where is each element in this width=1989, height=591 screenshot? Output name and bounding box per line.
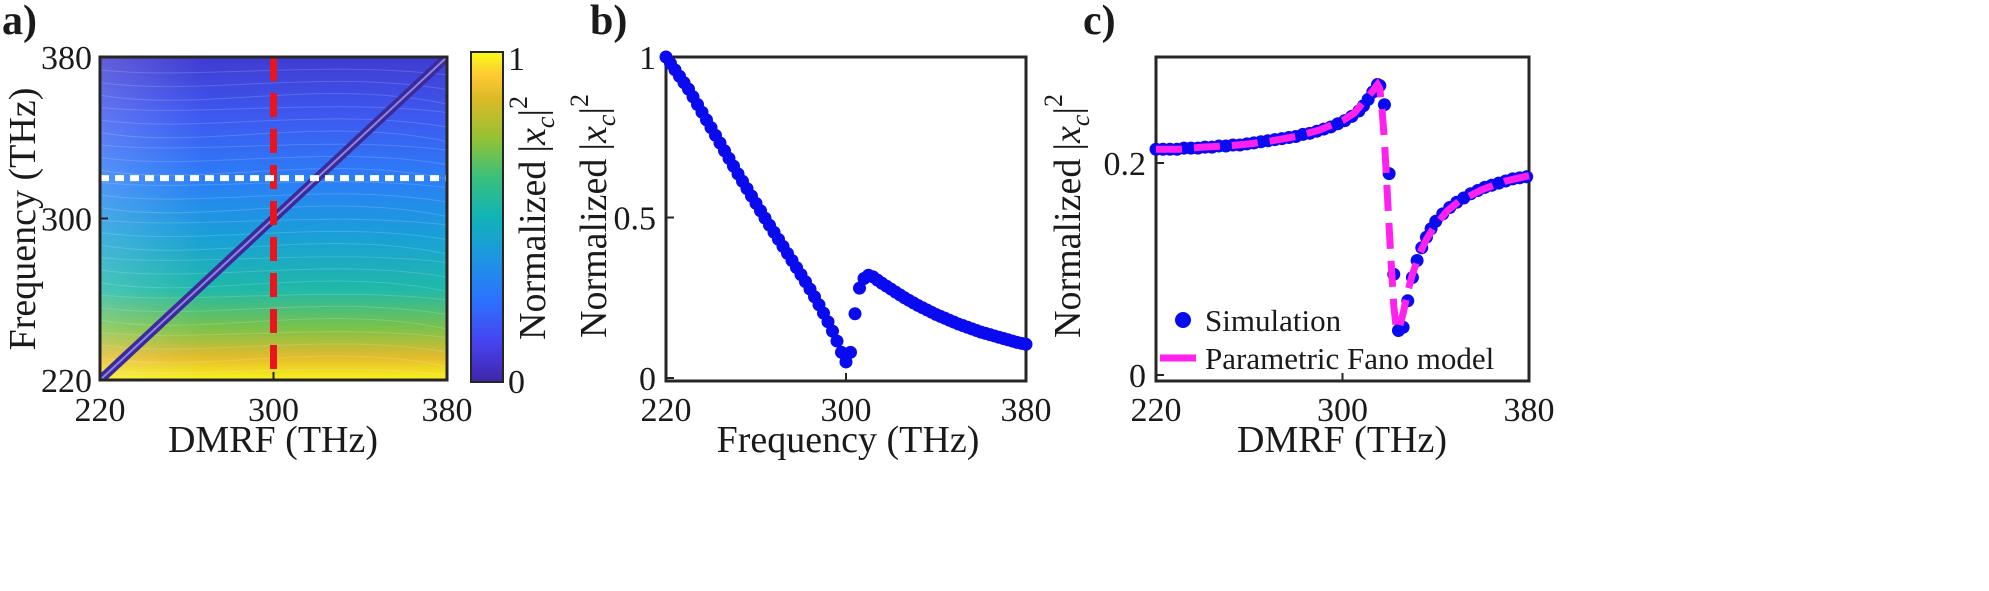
spectrum-point — [826, 324, 839, 338]
heatmap-xlabel: DMRF (THz) — [168, 419, 378, 461]
heatmap-xtick-label: 220 — [75, 392, 126, 429]
fano-ticks: 220 300 380 0 0.2 — [1104, 146, 1555, 429]
spectrum-point — [853, 281, 866, 295]
legend-simulation-label: Simulation — [1205, 303, 1342, 338]
contour-line — [100, 118, 447, 128]
panel-label-c: c) — [1083, 0, 1116, 44]
contour-line — [100, 143, 447, 151]
contour-line — [100, 268, 447, 278]
spectrum-point — [848, 307, 862, 321]
heatmap-ticks: 220 300 380 220 300 380 — [41, 40, 473, 429]
fano-ytick-label: 0 — [1129, 358, 1146, 395]
heatmap-ytick-label: 380 — [41, 40, 92, 77]
contour-line — [100, 205, 447, 217]
fano-ytick-label: 0.2 — [1104, 146, 1147, 183]
contour-line — [100, 130, 447, 142]
contour-line — [100, 243, 447, 255]
spectrum-panel: 220 300 380 0 0.5 1 Frequency (THz) Normalize… — [565, 40, 1052, 461]
panel-label-b: b) — [590, 0, 627, 44]
spectrum-point — [839, 355, 853, 369]
contour-line — [100, 193, 447, 203]
fano-xtick-label: 300 — [1317, 392, 1368, 429]
contour-line — [100, 293, 447, 301]
fano-xlabel: DMRF (THz) — [1237, 419, 1447, 461]
fano-xtick-label: 220 — [1131, 392, 1182, 429]
contour-line — [100, 93, 447, 105]
fano-panel: 220 300 380 0 0.2 DMRF (THz) Normalized|xc|2… — [1039, 55, 1555, 461]
fano-legend: Simulation Parametric Fano model — [1160, 303, 1494, 376]
spectrum-ytick-label: 0.5 — [614, 201, 657, 238]
fano-model-line — [1156, 78, 1530, 340]
contour-line — [100, 381, 447, 389]
contour-line — [100, 343, 447, 353]
contour-line — [100, 168, 447, 180]
contour-line — [100, 318, 447, 330]
contour-line — [100, 181, 447, 188]
contour-line — [100, 218, 447, 226]
contour-line — [100, 80, 447, 90]
heatmap-contours — [100, 68, 447, 389]
contour-line — [100, 256, 447, 263]
contour-line — [100, 331, 447, 338]
spectrum-points — [659, 50, 1033, 369]
heatmap-xtick-label: 300 — [248, 392, 299, 429]
spectrum-xtick-label: 300 — [821, 392, 872, 429]
contour-line — [100, 68, 447, 76]
spectrum-point — [844, 345, 857, 359]
fano-frame — [1154, 55, 1531, 383]
spectrum-point — [830, 334, 844, 348]
fano-ylabel: Normalized|xc|2 — [1039, 94, 1095, 338]
heatmap-ytick-label: 220 — [41, 363, 92, 400]
panel-label-a: a) — [2, 0, 37, 44]
contour-line — [100, 155, 447, 165]
heatmap-xtick-label: 380 — [422, 392, 473, 429]
heatmap-ylabel: Frequency (THz) — [2, 88, 44, 351]
contour-line — [100, 305, 447, 315]
legend-fano-label: Parametric Fano model — [1205, 341, 1494, 376]
spectrum-ticks: 220 300 380 0 0.5 1 — [614, 40, 1052, 429]
spectrum-point — [835, 345, 848, 359]
legend-simulation-marker — [1175, 312, 1191, 328]
colorbar-label: Normalized|xc|2 — [504, 96, 560, 340]
heatmap-ytick-label: 300 — [41, 202, 92, 239]
fano-xtick-label: 380 — [1504, 392, 1555, 429]
contour-line — [100, 368, 447, 376]
spectrum-point — [1019, 337, 1033, 351]
spectrum-xlabel: Frequency (THz) — [717, 419, 980, 461]
contour-line — [100, 280, 447, 292]
heatmap-panel: 220 300 380 220 300 380 DMRF (THz) Frequency … — [2, 40, 560, 461]
fano-simulation-point — [1377, 98, 1391, 112]
colorbar — [470, 51, 504, 383]
spectrum-ylabel: Normalized|xc|2 — [565, 94, 621, 338]
spectrum-ytick-label: 0 — [639, 361, 656, 398]
colorbar-tick-max: 1 — [508, 41, 525, 78]
contour-line — [100, 355, 447, 367]
colorbar-tick-min: 0 — [508, 364, 525, 401]
spectrum-ytick-label: 1 — [639, 40, 656, 77]
spectrum-xtick-label: 380 — [1001, 392, 1052, 429]
spectrum-xtick-label: 220 — [641, 392, 692, 429]
